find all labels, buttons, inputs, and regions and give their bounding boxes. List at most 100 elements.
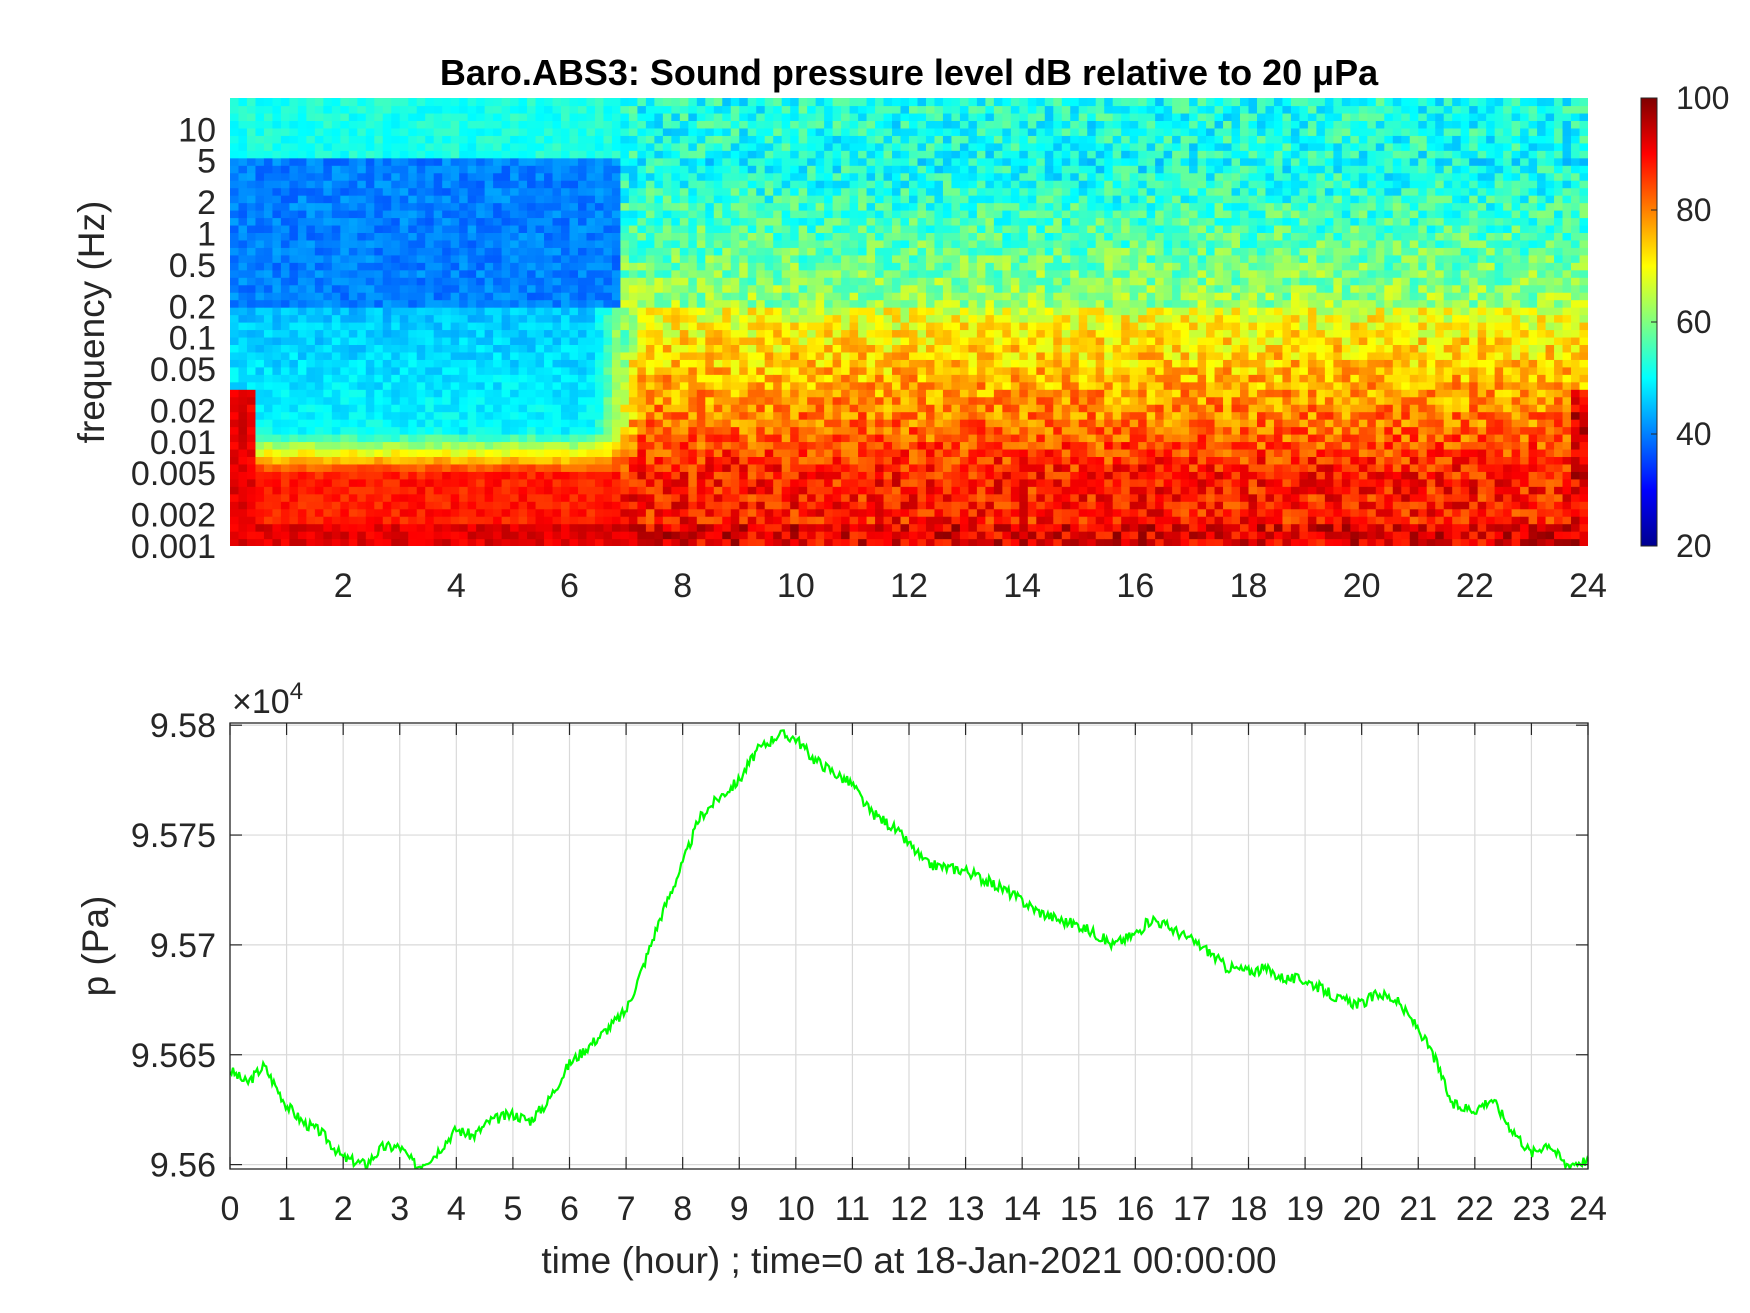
heatmap-cell	[433, 105, 443, 114]
heatmap-cell	[238, 329, 248, 338]
heatmap-cell	[289, 202, 299, 211]
heatmap-cell	[645, 127, 655, 136]
heatmap-cell	[688, 224, 698, 233]
heatmap-cell	[246, 463, 257, 472]
heatmap-cell	[501, 98, 511, 107]
heatmap-cell	[365, 396, 375, 405]
heatmap-cell	[790, 434, 800, 443]
heatmap-cell	[518, 351, 528, 360]
heatmap-cell	[773, 135, 783, 144]
heatmap-cell	[544, 105, 554, 114]
heatmap-cell	[909, 210, 919, 219]
heatmap-cell	[671, 426, 681, 435]
heatmap-cell	[849, 180, 859, 189]
heatmap-cell	[875, 516, 885, 525]
heatmap-cell	[866, 127, 876, 136]
heatmap-cell	[696, 404, 706, 413]
heatmap-cell	[637, 247, 647, 256]
heatmap-cell	[501, 478, 511, 487]
heatmap-cell	[544, 284, 554, 293]
heatmap-cell	[917, 344, 927, 353]
heatmap-cell	[484, 269, 494, 278]
heatmap-cell	[289, 434, 299, 443]
heatmap-cell	[357, 135, 367, 144]
heatmap-cell	[246, 411, 257, 420]
heatmap-cell	[518, 187, 528, 196]
heatmap-cell	[858, 329, 868, 338]
heatmap-cell	[297, 351, 307, 360]
heatmap-cell	[892, 232, 902, 241]
heatmap-cell	[280, 411, 291, 420]
heatmap-cell	[807, 180, 817, 189]
heatmap-cell	[391, 120, 401, 129]
heatmap-cell	[713, 374, 723, 383]
heatmap-cell	[883, 307, 893, 316]
heatmap-cell	[577, 299, 588, 308]
heatmap-cell	[518, 456, 528, 465]
heatmap-cell	[688, 411, 698, 420]
heatmap-cell	[374, 120, 384, 129]
heatmap-cell	[323, 180, 333, 189]
heatmap-cell	[900, 98, 910, 107]
heatmap-cell	[696, 142, 706, 151]
heatmap-cell	[756, 307, 766, 316]
heatmap-cell	[730, 501, 740, 510]
heatmap-cell	[637, 239, 647, 248]
heatmap-cell	[365, 463, 375, 472]
heatmap-cell	[569, 217, 579, 226]
heatmap-cell	[900, 493, 910, 502]
heatmap-cell	[433, 142, 443, 151]
heatmap-cell	[925, 351, 936, 360]
heatmap-cell	[374, 299, 384, 308]
heatmap-cell	[875, 112, 885, 121]
heatmap-cell	[230, 187, 240, 196]
heatmap-cell	[637, 396, 647, 405]
heatmap-cell	[798, 299, 808, 308]
heatmap-cell	[365, 254, 375, 263]
heatmap-cell	[764, 172, 774, 181]
heatmap-cell	[450, 284, 460, 293]
heatmap-cell	[493, 277, 503, 286]
heatmap-cell	[705, 523, 715, 532]
heatmap-cell	[628, 396, 638, 405]
heatmap-cell	[917, 292, 927, 301]
heatmap-cell	[586, 471, 596, 480]
heatmap-cell	[399, 381, 409, 390]
heatmap-cell	[577, 127, 588, 136]
heatmap-cell	[306, 426, 316, 435]
heatmap-cell	[476, 277, 486, 286]
heatmap-cell	[849, 187, 859, 196]
heatmap-cell	[892, 142, 902, 151]
heatmap-cell	[442, 112, 452, 121]
heatmap-cell	[552, 396, 562, 405]
heatmap-cell	[696, 135, 706, 144]
heatmap-cell	[849, 329, 859, 338]
heatmap-cell	[230, 336, 240, 345]
heatmap-cell	[357, 434, 367, 443]
heatmap-cell	[535, 351, 545, 360]
heatmap-cell	[713, 262, 723, 271]
heatmap-cell	[866, 508, 876, 517]
heatmap-cell	[611, 284, 622, 293]
heatmap-cell	[679, 299, 689, 308]
heatmap-cell	[756, 404, 766, 413]
heatmap-cell	[756, 105, 766, 114]
heatmap-cell	[348, 142, 358, 151]
heatmap-cell	[357, 523, 367, 532]
heatmap-cell	[314, 374, 324, 383]
heatmap-cell	[705, 404, 715, 413]
heatmap-cell	[586, 247, 596, 256]
heatmap-cell	[747, 344, 757, 353]
heatmap-cell	[535, 538, 545, 546]
heatmap-cell	[883, 419, 893, 428]
heatmap-cell	[747, 254, 757, 263]
heatmap-cell	[561, 299, 571, 308]
heatmap-cell	[628, 135, 638, 144]
heatmap-cell	[230, 254, 240, 263]
heatmap-cell	[866, 247, 876, 256]
heatmap-cell	[679, 523, 689, 532]
heatmap-cell	[459, 441, 469, 450]
heatmap-cell	[323, 463, 333, 472]
heatmap-cell	[824, 426, 834, 435]
heatmap-cell	[849, 127, 859, 136]
